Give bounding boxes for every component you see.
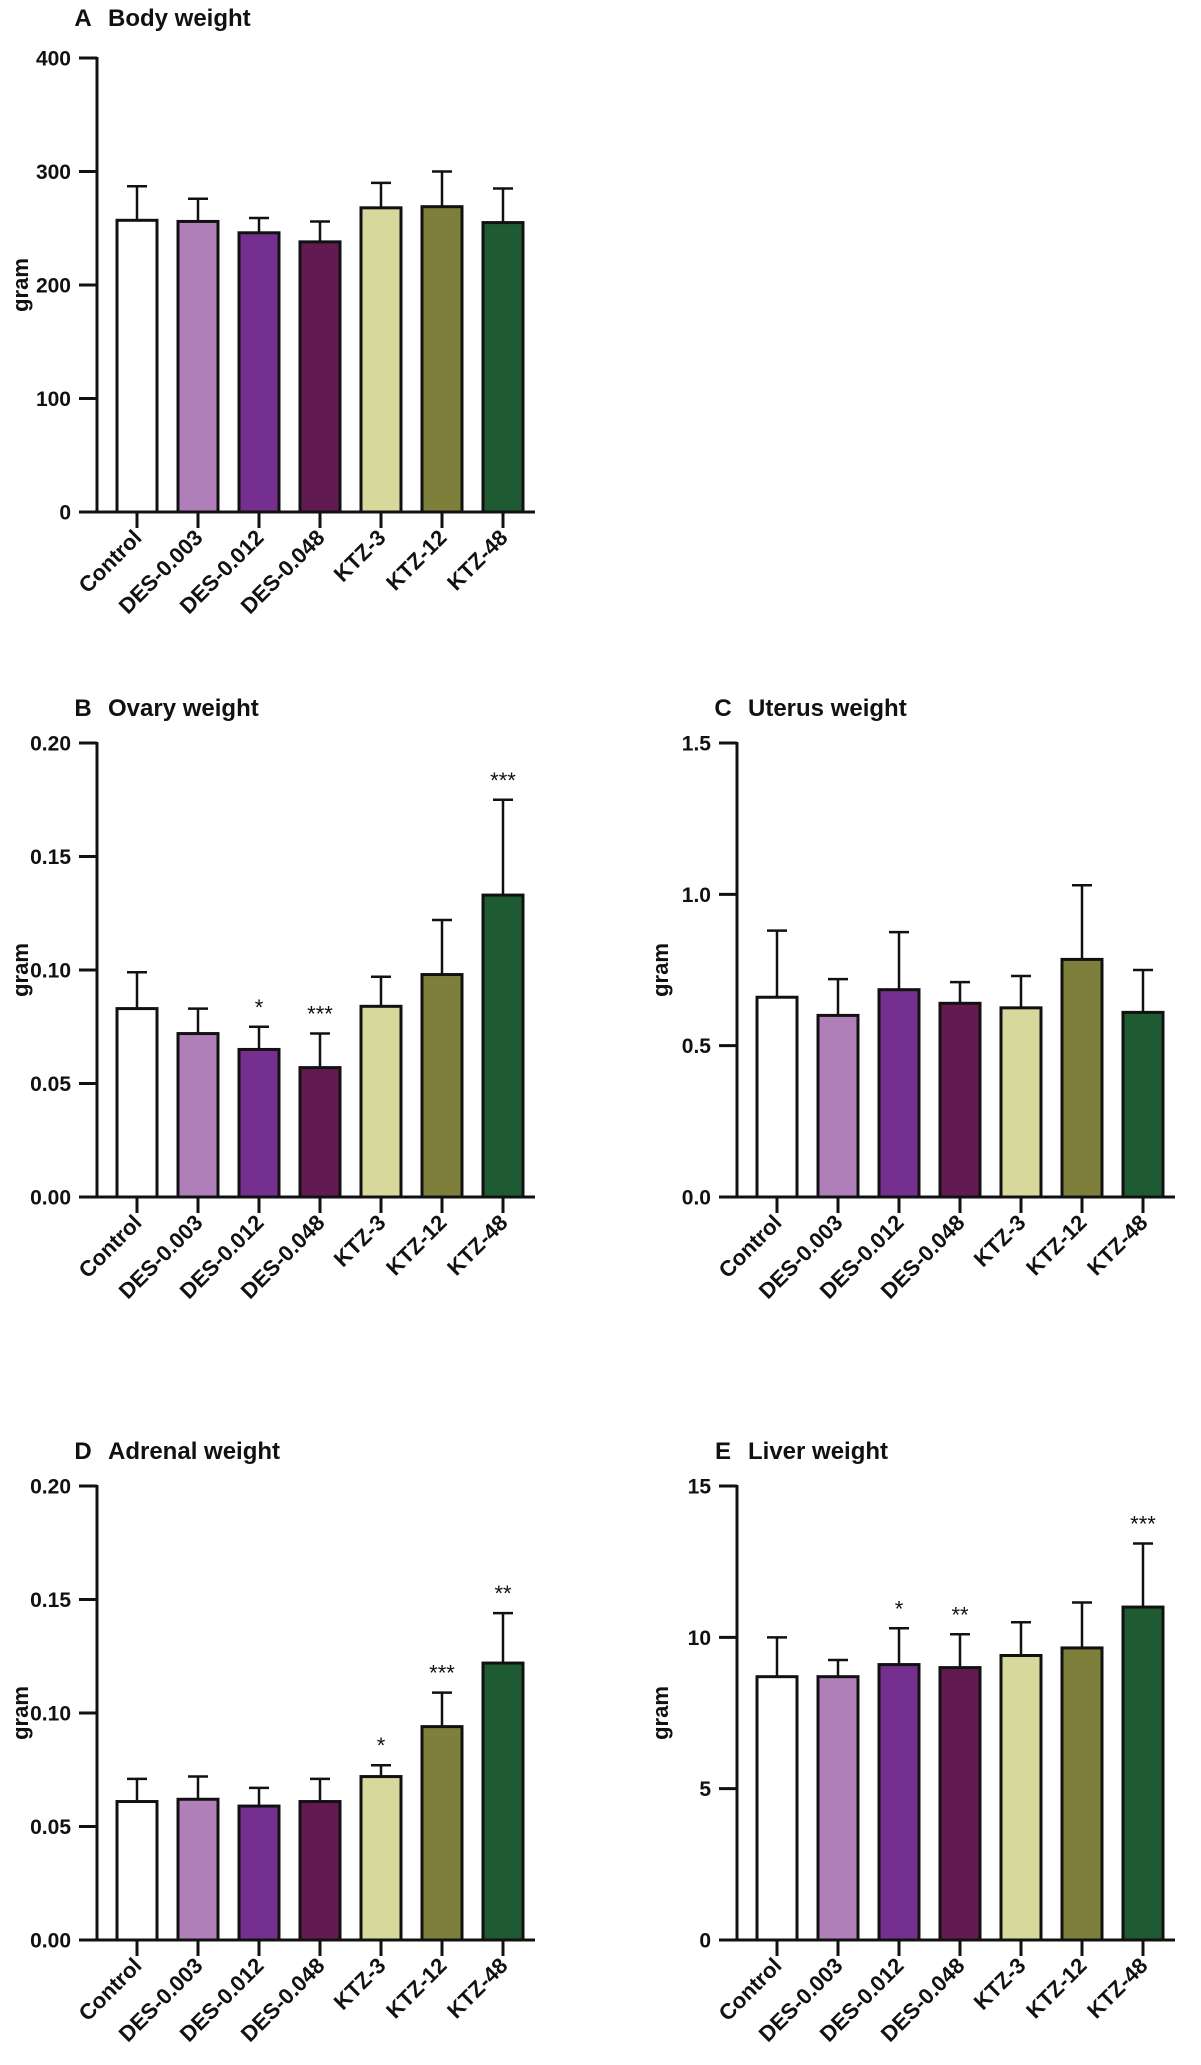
y-tick-label: 0.10 — [30, 1703, 71, 1726]
bar — [877, 1663, 921, 1942]
significance-marker: * — [895, 1596, 904, 1621]
significance-marker: * — [255, 995, 264, 1020]
bar — [481, 1661, 525, 1942]
y-axis-label: gram — [8, 1686, 33, 1740]
bar — [237, 1804, 281, 1942]
bar — [481, 221, 525, 514]
y-tick-label: 0.05 — [30, 1073, 71, 1096]
bar — [298, 240, 342, 514]
significance-marker: *** — [429, 1661, 455, 1686]
bar — [481, 893, 525, 1199]
chart-panel-a: A Body weightgram0100200300400ControlDES-… — [8, 5, 535, 619]
chart-title: Body weight — [108, 5, 251, 32]
y-axis-label: gram — [8, 943, 33, 997]
chart-title: Liver weight — [748, 1438, 888, 1465]
y-tick-label: 10 — [688, 1627, 711, 1650]
y-tick-label: 0 — [59, 502, 71, 525]
y-tick-label: 400 — [36, 48, 71, 71]
panel-letter: A — [74, 5, 91, 32]
y-tick-label: 0.05 — [30, 1816, 71, 1839]
bar — [877, 988, 921, 1199]
bar — [1121, 1605, 1165, 1942]
x-tick-label: KTZ-12 — [381, 1953, 451, 2023]
bar — [298, 1800, 342, 1942]
chart-panel-b: B Ovary weightgram0.000.050.100.150.20Con… — [8, 695, 535, 1304]
bar — [176, 219, 220, 514]
panel-letter: C — [714, 695, 731, 722]
y-tick-label: 0.00 — [30, 1187, 71, 1210]
bar — [237, 231, 281, 514]
bar — [1121, 1010, 1165, 1199]
chart-title: Uterus weight — [748, 695, 907, 722]
y-axis-label: gram — [8, 258, 33, 312]
bar — [359, 1775, 403, 1942]
x-tick-label: KTZ-12 — [1021, 1953, 1091, 2023]
x-tick-label: KTZ-12 — [381, 1210, 451, 1280]
bar — [115, 218, 159, 514]
significance-marker: ** — [951, 1602, 969, 1627]
bar — [420, 1725, 464, 1942]
bar — [755, 995, 799, 1199]
panel-letter: B — [74, 695, 91, 722]
bar — [999, 1653, 1043, 1942]
bar — [816, 1013, 860, 1199]
panel-letter: E — [715, 1438, 731, 1465]
chart-panel-d: D Adrenal weightgram0.000.050.100.150.20C… — [8, 1438, 535, 2047]
bar — [176, 1797, 220, 1942]
bar — [816, 1675, 860, 1942]
x-tick-label: KTZ-48 — [1082, 1953, 1152, 2023]
y-axis-label: gram — [648, 943, 673, 997]
x-tick-label: KTZ-12 — [1021, 1210, 1091, 1280]
bar — [115, 1800, 159, 1942]
y-tick-label: 0.10 — [30, 960, 71, 983]
panel-letter: D — [74, 1438, 91, 1465]
y-tick-label: 0.5 — [682, 1035, 712, 1058]
bar — [298, 1066, 342, 1199]
significance-marker: *** — [1130, 1512, 1156, 1537]
y-tick-label: 200 — [36, 275, 71, 298]
significance-marker: * — [377, 1733, 386, 1758]
bar — [420, 973, 464, 1199]
bar — [176, 1032, 220, 1199]
chart-panel-c: C Uterus weightgram0.00.51.01.5ControlDES… — [648, 695, 1175, 1304]
y-tick-label: 0.20 — [30, 733, 71, 756]
bar — [1060, 957, 1104, 1199]
significance-marker: *** — [490, 768, 516, 793]
bar — [1060, 1646, 1104, 1942]
significance-marker: *** — [307, 1002, 333, 1027]
bar — [115, 1007, 159, 1199]
bar — [359, 206, 403, 514]
bar — [999, 1006, 1043, 1199]
y-tick-label: 0.15 — [30, 846, 71, 869]
x-tick-label: KTZ-48 — [442, 525, 512, 595]
bar — [938, 1001, 982, 1199]
y-tick-label: 5 — [699, 1778, 711, 1801]
chart-title: Ovary weight — [108, 695, 259, 722]
bar — [420, 205, 464, 514]
chart-panel-e: E Liver weightgram051015ControlDES-0.003*… — [648, 1438, 1175, 2047]
y-tick-label: 0.15 — [30, 1589, 71, 1612]
bar — [359, 1004, 403, 1199]
y-tick-label: 0.0 — [682, 1187, 711, 1210]
y-tick-label: 300 — [36, 161, 71, 184]
y-tick-label: 0.20 — [30, 1476, 71, 1499]
x-tick-label: KTZ-12 — [381, 525, 451, 595]
y-tick-label: 1.0 — [682, 884, 711, 907]
y-tick-label: 15 — [688, 1476, 712, 1499]
x-tick-label: KTZ-48 — [1082, 1210, 1152, 1280]
bar — [755, 1675, 799, 1942]
y-tick-label: 0.00 — [30, 1930, 71, 1953]
y-tick-label: 1.5 — [682, 733, 712, 756]
y-tick-label: 100 — [36, 388, 71, 411]
bar — [938, 1666, 982, 1942]
y-tick-label: 0 — [699, 1930, 711, 1953]
y-axis-label: gram — [648, 1686, 673, 1740]
significance-marker: ** — [494, 1581, 512, 1606]
bar — [237, 1047, 281, 1199]
x-tick-label: KTZ-48 — [442, 1210, 512, 1280]
chart-title: Adrenal weight — [108, 1438, 280, 1465]
x-tick-label: KTZ-48 — [442, 1953, 512, 2023]
